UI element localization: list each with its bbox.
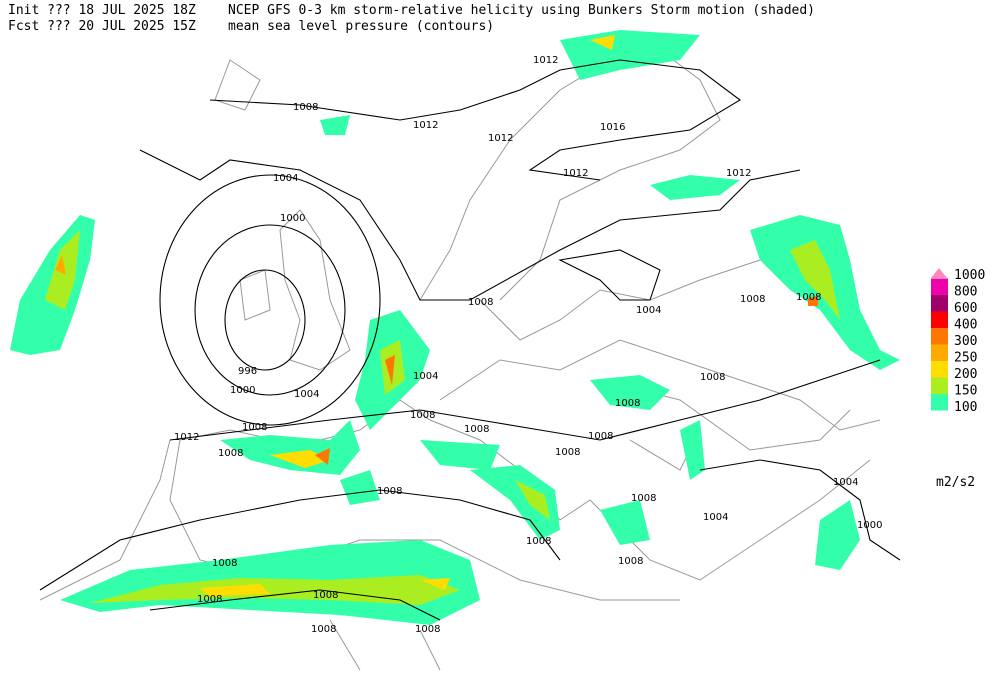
contour-label: 1008 [796,292,821,303]
contour-label: 1008 [311,624,336,635]
contour-label: 1008 [415,624,440,635]
legend-swatch [931,268,947,278]
legend-label: 250 [954,351,977,366]
contour-label: 996 [238,366,257,377]
legend-label: 400 [954,318,977,333]
contour-label: 1000 [857,520,882,531]
isobars [39,59,901,621]
legend-label: 150 [954,384,977,399]
contour-title: mean sea level pressure (contours) [228,19,494,34]
legend-swatch [931,394,948,411]
contour-label: 1008 [218,448,243,459]
init-label: Init ??? 18 JUL 2025 18Z [8,3,196,18]
contour-label: 1004 [703,512,728,523]
contour-label: 1012 [726,168,751,179]
contour-label: 1012 [533,55,558,66]
contour-label: 1016 [600,122,625,133]
contour-label: 1008 [740,294,765,305]
contour-label: 1008 [631,493,656,504]
legend-label: 600 [954,301,977,316]
legend-swatch [931,328,948,345]
contour-label: 1008 [618,556,643,567]
contour-label: 1008 [555,447,580,458]
legend-units: m2/s2 [936,475,975,490]
contour-label: 1008 [410,410,435,421]
legend-swatch [931,344,948,361]
legend-label: 800 [954,285,977,300]
contour-label: 1012 [413,120,438,131]
contour-labels: 1012 1012 1012 1016 1012 1012 1008 1004 … [174,55,882,635]
contour-label: 1004 [294,389,319,400]
contour-label: 1008 [464,424,489,435]
contour-label: 1008 [293,102,318,113]
contour-label: 1008 [526,536,551,547]
legend-label: 100 [954,400,977,415]
contour-label: 1012 [174,432,199,443]
contour-label: 1008 [377,486,402,497]
legend-swatch [931,278,948,295]
contour-label: 1008 [588,431,613,442]
contour-label: 1008 [212,558,237,569]
contour-label: 1012 [488,133,513,144]
contour-label: 1008 [468,297,493,308]
contour-label: 1008 [197,594,222,605]
helicity-shading [10,30,900,625]
contour-label: 1004 [636,305,661,316]
contour-label: 1008 [700,372,725,383]
legend-label: 1000 [954,268,985,283]
legend-swatch [931,361,948,378]
contour-label: 1004 [833,477,858,488]
contour-label: 1004 [413,371,438,382]
legend-label: 300 [954,334,977,349]
fcst-label: Fcst ??? 20 JUL 2025 15Z [8,19,196,34]
legend-swatch [931,311,948,328]
contour-label: 1000 [230,385,255,396]
shaded-title: NCEP GFS 0-3 km storm-relative helicity … [228,3,815,18]
legend-swatch [931,295,948,312]
legend-label: 200 [954,367,977,382]
contour-label: 1008 [242,422,267,433]
contour-label: 1012 [563,168,588,179]
contour-label: 1008 [313,590,338,601]
contour-label: 1000 [280,213,305,224]
legend-swatch [931,377,948,394]
contour-label: 1004 [273,173,298,184]
contour-label: 1008 [615,398,640,409]
